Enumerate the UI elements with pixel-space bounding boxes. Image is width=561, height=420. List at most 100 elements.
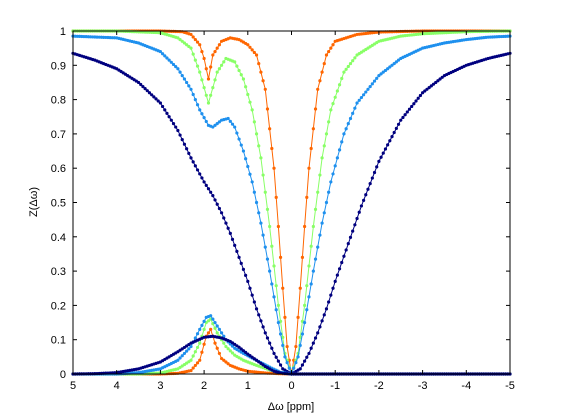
data-point	[136, 80, 141, 85]
data-point	[206, 319, 211, 323]
data-point	[268, 269, 272, 273]
data-point	[407, 107, 412, 111]
data-point	[425, 87, 429, 91]
data-point	[200, 78, 204, 82]
data-point	[322, 211, 326, 215]
data-point	[254, 200, 259, 205]
data-point	[198, 172, 202, 176]
data-point	[191, 52, 195, 56]
x-tick-label: 4	[114, 380, 120, 392]
data-point	[182, 41, 187, 45]
data-point	[235, 64, 239, 68]
data-point	[263, 190, 267, 194]
data-point	[340, 260, 344, 265]
data-point	[274, 195, 278, 199]
data-point	[230, 351, 235, 355]
data-point	[324, 307, 329, 311]
data-point	[215, 70, 219, 74]
data-point	[318, 325, 322, 329]
data-point	[202, 116, 206, 120]
data-point	[160, 104, 165, 109]
data-point	[278, 363, 283, 367]
data-point	[327, 49, 331, 54]
data-point	[241, 77, 246, 81]
data-point	[198, 70, 202, 74]
data-point	[213, 326, 217, 330]
data-point	[270, 146, 274, 151]
data-point	[375, 76, 379, 80]
data-point	[327, 190, 331, 194]
data-point	[211, 194, 215, 198]
data-point	[257, 313, 261, 317]
data-point	[143, 87, 147, 91]
data-point	[169, 118, 173, 122]
data-point	[383, 68, 388, 73]
data-point	[248, 100, 252, 104]
data-point	[263, 87, 267, 91]
data-point	[150, 93, 154, 97]
data-point	[254, 53, 259, 57]
data-point	[340, 76, 344, 81]
data-point	[429, 84, 433, 88]
y-axis-label: Z(Δω)	[28, 187, 40, 217]
data-point	[355, 216, 359, 221]
x-tick-label: 0	[288, 380, 294, 392]
y-tick-label: 0.1	[51, 335, 66, 347]
data-point	[182, 77, 187, 81]
data-point	[300, 255, 305, 259]
data-point	[362, 93, 366, 97]
data-point	[180, 138, 184, 142]
data-point	[233, 243, 237, 247]
data-point	[145, 89, 149, 93]
x-tick-label: -2	[374, 380, 384, 392]
data-point	[252, 120, 256, 124]
data-point	[198, 341, 202, 345]
data-point	[357, 210, 361, 214]
data-point	[423, 89, 427, 93]
data-point	[307, 264, 311, 268]
data-point	[322, 61, 326, 66]
data-point	[296, 315, 300, 319]
data-point	[198, 43, 202, 47]
data-point	[386, 67, 390, 71]
data-point	[174, 64, 178, 69]
data-point	[285, 360, 289, 365]
data-point	[252, 300, 256, 304]
data-point	[335, 273, 339, 277]
data-point	[311, 269, 315, 273]
data-point	[394, 126, 398, 131]
series-layer	[71, 29, 512, 376]
y-tick-label: 0.3	[51, 266, 66, 278]
data-point	[272, 166, 276, 170]
y-tick-label: 0.9	[51, 60, 66, 72]
data-point	[202, 86, 206, 90]
data-point	[224, 360, 228, 364]
data-point	[200, 176, 204, 180]
data-point	[377, 73, 381, 78]
data-point	[274, 308, 278, 312]
data-point	[370, 176, 374, 180]
data-point	[399, 118, 403, 122]
data-point	[351, 59, 355, 63]
data-point	[222, 341, 226, 345]
data-point	[189, 32, 193, 37]
data-point	[416, 96, 420, 100]
data-point	[303, 303, 307, 307]
data-point	[163, 54, 167, 58]
data-point	[263, 245, 267, 249]
data-point	[182, 142, 187, 146]
data-point	[193, 363, 197, 368]
data-point	[261, 79, 265, 83]
data-point	[178, 37, 182, 42]
data-point	[198, 327, 202, 332]
data-point	[327, 300, 331, 304]
data-point	[298, 286, 302, 290]
data-point	[331, 43, 335, 47]
data-point	[303, 359, 307, 363]
data-point	[268, 341, 272, 345]
data-point	[261, 233, 265, 237]
data-point	[307, 166, 311, 170]
data-point	[200, 323, 204, 328]
data-point	[434, 80, 438, 85]
data-point	[313, 336, 318, 340]
